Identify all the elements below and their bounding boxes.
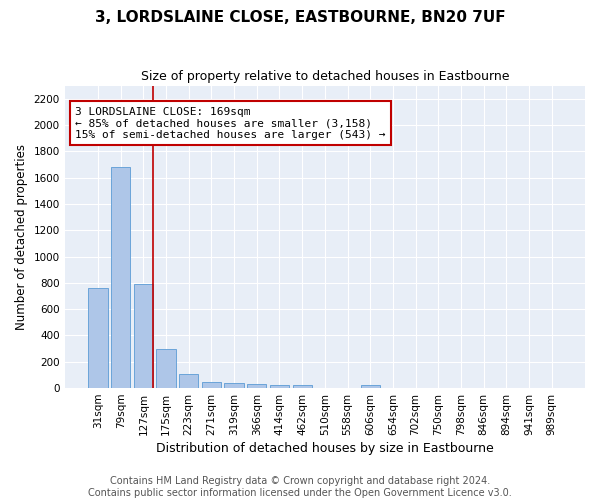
Y-axis label: Number of detached properties: Number of detached properties bbox=[15, 144, 28, 330]
X-axis label: Distribution of detached houses by size in Eastbourne: Distribution of detached houses by size … bbox=[156, 442, 494, 455]
Bar bbox=[111, 167, 130, 388]
Text: Contains HM Land Registry data © Crown copyright and database right 2024.
Contai: Contains HM Land Registry data © Crown c… bbox=[88, 476, 512, 498]
Bar bbox=[157, 348, 176, 388]
Bar bbox=[270, 385, 289, 388]
Text: 3, LORDSLAINE CLOSE, EASTBOURNE, BN20 7UF: 3, LORDSLAINE CLOSE, EASTBOURNE, BN20 7U… bbox=[95, 10, 505, 25]
Bar bbox=[179, 374, 199, 388]
Bar bbox=[247, 384, 266, 388]
Text: 3 LORDSLAINE CLOSE: 169sqm
← 85% of detached houses are smaller (3,158)
15% of s: 3 LORDSLAINE CLOSE: 169sqm ← 85% of deta… bbox=[75, 106, 386, 140]
Bar bbox=[88, 288, 107, 388]
Bar bbox=[293, 386, 312, 388]
Bar bbox=[134, 284, 153, 388]
Bar bbox=[224, 384, 244, 388]
Bar bbox=[361, 385, 380, 388]
Bar bbox=[202, 382, 221, 388]
Title: Size of property relative to detached houses in Eastbourne: Size of property relative to detached ho… bbox=[140, 70, 509, 83]
